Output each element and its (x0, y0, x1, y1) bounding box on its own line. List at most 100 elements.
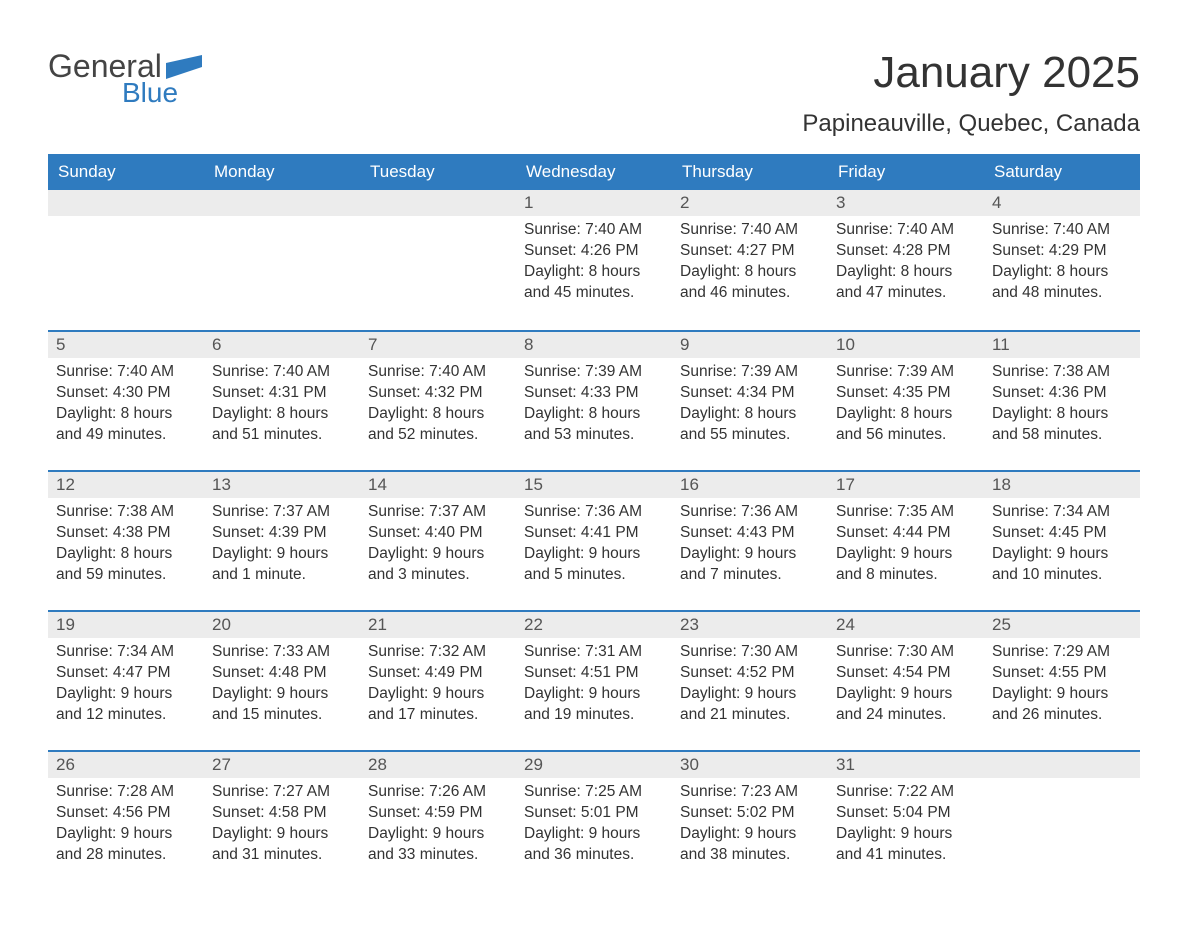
sunset-text: Sunset: 4:30 PM (56, 383, 196, 404)
sunset-text: Sunset: 5:02 PM (680, 803, 820, 824)
day-number: 26 (48, 752, 204, 778)
calendar-day-cell: 7Sunrise: 7:40 AMSunset: 4:32 PMDaylight… (360, 332, 516, 470)
daylight-text-cont: and 38 minutes. (680, 845, 820, 866)
sunrise-text: Sunrise: 7:40 AM (992, 220, 1132, 241)
sunset-text: Sunset: 4:29 PM (992, 241, 1132, 262)
day-number: 22 (516, 612, 672, 638)
day-details: Sunrise: 7:26 AMSunset: 4:59 PMDaylight:… (360, 778, 516, 882)
day-details: Sunrise: 7:36 AMSunset: 4:43 PMDaylight:… (672, 498, 828, 602)
day-details: Sunrise: 7:25 AMSunset: 5:01 PMDaylight:… (516, 778, 672, 882)
daylight-text-cont: and 41 minutes. (836, 845, 976, 866)
calendar-week-row: 5Sunrise: 7:40 AMSunset: 4:30 PMDaylight… (48, 330, 1140, 470)
calendar-day-cell: 29Sunrise: 7:25 AMSunset: 5:01 PMDayligh… (516, 752, 672, 890)
sunrise-text: Sunrise: 7:26 AM (368, 782, 508, 803)
calendar-day-cell: 9Sunrise: 7:39 AMSunset: 4:34 PMDaylight… (672, 332, 828, 470)
sunrise-text: Sunrise: 7:29 AM (992, 642, 1132, 663)
daylight-text-cont: and 48 minutes. (992, 283, 1132, 304)
calendar-day-cell: 27Sunrise: 7:27 AMSunset: 4:58 PMDayligh… (204, 752, 360, 890)
calendar-day-cell: 13Sunrise: 7:37 AMSunset: 4:39 PMDayligh… (204, 472, 360, 610)
calendar-page: General Blue January 2025 Papineauville,… (0, 0, 1188, 930)
day-details: Sunrise: 7:30 AMSunset: 4:54 PMDaylight:… (828, 638, 984, 742)
day-number: 13 (204, 472, 360, 498)
daylight-text: Daylight: 9 hours (368, 684, 508, 705)
calendar-day-cell: 24Sunrise: 7:30 AMSunset: 4:54 PMDayligh… (828, 612, 984, 750)
sunrise-text: Sunrise: 7:34 AM (56, 642, 196, 663)
calendar-day-cell: 4Sunrise: 7:40 AMSunset: 4:29 PMDaylight… (984, 190, 1140, 330)
sunrise-text: Sunrise: 7:23 AM (680, 782, 820, 803)
day-details: Sunrise: 7:29 AMSunset: 4:55 PMDaylight:… (984, 638, 1140, 742)
day-number (360, 190, 516, 216)
day-details (204, 216, 360, 306)
daylight-text-cont: and 53 minutes. (524, 425, 664, 446)
sunset-text: Sunset: 4:36 PM (992, 383, 1132, 404)
daylight-text-cont: and 46 minutes. (680, 283, 820, 304)
day-number (48, 190, 204, 216)
page-header: General Blue January 2025 Papineauville,… (48, 48, 1140, 138)
daylight-text-cont: and 7 minutes. (680, 565, 820, 586)
daylight-text: Daylight: 9 hours (56, 824, 196, 845)
day-number: 5 (48, 332, 204, 358)
day-details: Sunrise: 7:33 AMSunset: 4:48 PMDaylight:… (204, 638, 360, 742)
daylight-text: Daylight: 9 hours (836, 824, 976, 845)
sunset-text: Sunset: 4:58 PM (212, 803, 352, 824)
sunrise-text: Sunrise: 7:36 AM (680, 502, 820, 523)
flag-icon (166, 55, 202, 79)
daylight-text-cont: and 17 minutes. (368, 705, 508, 726)
day-number: 7 (360, 332, 516, 358)
daylight-text: Daylight: 8 hours (992, 262, 1132, 283)
daylight-text: Daylight: 8 hours (368, 404, 508, 425)
day-number: 9 (672, 332, 828, 358)
weekday-header: Monday (204, 154, 360, 190)
calendar-day-cell: 10Sunrise: 7:39 AMSunset: 4:35 PMDayligh… (828, 332, 984, 470)
day-details (360, 216, 516, 306)
day-number: 31 (828, 752, 984, 778)
sunset-text: Sunset: 4:47 PM (56, 663, 196, 684)
daylight-text: Daylight: 8 hours (680, 262, 820, 283)
sunset-text: Sunset: 4:59 PM (368, 803, 508, 824)
sunrise-text: Sunrise: 7:40 AM (56, 362, 196, 383)
day-number: 21 (360, 612, 516, 638)
sunrise-text: Sunrise: 7:39 AM (836, 362, 976, 383)
daylight-text: Daylight: 8 hours (992, 404, 1132, 425)
daylight-text: Daylight: 9 hours (524, 824, 664, 845)
sunset-text: Sunset: 5:01 PM (524, 803, 664, 824)
weekday-header-row: SundayMondayTuesdayWednesdayThursdayFrid… (48, 154, 1140, 190)
sunrise-text: Sunrise: 7:38 AM (56, 502, 196, 523)
calendar-body: 1Sunrise: 7:40 AMSunset: 4:26 PMDaylight… (48, 190, 1140, 890)
day-number: 15 (516, 472, 672, 498)
daylight-text: Daylight: 9 hours (524, 684, 664, 705)
daylight-text-cont: and 31 minutes. (212, 845, 352, 866)
sunrise-text: Sunrise: 7:38 AM (992, 362, 1132, 383)
daylight-text: Daylight: 9 hours (836, 684, 976, 705)
day-number: 3 (828, 190, 984, 216)
day-number: 6 (204, 332, 360, 358)
daylight-text: Daylight: 9 hours (212, 824, 352, 845)
day-details: Sunrise: 7:40 AMSunset: 4:30 PMDaylight:… (48, 358, 204, 462)
daylight-text-cont: and 3 minutes. (368, 565, 508, 586)
daylight-text: Daylight: 8 hours (836, 262, 976, 283)
daylight-text-cont: and 1 minute. (212, 565, 352, 586)
daylight-text-cont: and 45 minutes. (524, 283, 664, 304)
daylight-text: Daylight: 8 hours (680, 404, 820, 425)
sunrise-text: Sunrise: 7:39 AM (524, 362, 664, 383)
daylight-text-cont: and 47 minutes. (836, 283, 976, 304)
calendar-day-cell (360, 190, 516, 330)
daylight-text: Daylight: 8 hours (56, 404, 196, 425)
daylight-text: Daylight: 9 hours (212, 544, 352, 565)
day-number: 27 (204, 752, 360, 778)
calendar-day-cell: 18Sunrise: 7:34 AMSunset: 4:45 PMDayligh… (984, 472, 1140, 610)
sunrise-text: Sunrise: 7:40 AM (836, 220, 976, 241)
weekday-header: Thursday (672, 154, 828, 190)
calendar-day-cell: 20Sunrise: 7:33 AMSunset: 4:48 PMDayligh… (204, 612, 360, 750)
sunset-text: Sunset: 4:27 PM (680, 241, 820, 262)
calendar-day-cell (984, 752, 1140, 890)
day-details: Sunrise: 7:31 AMSunset: 4:51 PMDaylight:… (516, 638, 672, 742)
daylight-text-cont: and 10 minutes. (992, 565, 1132, 586)
daylight-text-cont: and 5 minutes. (524, 565, 664, 586)
calendar-day-cell: 21Sunrise: 7:32 AMSunset: 4:49 PMDayligh… (360, 612, 516, 750)
daylight-text: Daylight: 8 hours (212, 404, 352, 425)
calendar-day-cell: 25Sunrise: 7:29 AMSunset: 4:55 PMDayligh… (984, 612, 1140, 750)
calendar-day-cell: 30Sunrise: 7:23 AMSunset: 5:02 PMDayligh… (672, 752, 828, 890)
day-details: Sunrise: 7:40 AMSunset: 4:26 PMDaylight:… (516, 216, 672, 320)
daylight-text: Daylight: 9 hours (212, 684, 352, 705)
